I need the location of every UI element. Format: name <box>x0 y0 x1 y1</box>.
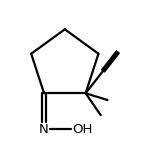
Text: N: N <box>39 123 49 136</box>
Text: OH: OH <box>72 123 93 136</box>
